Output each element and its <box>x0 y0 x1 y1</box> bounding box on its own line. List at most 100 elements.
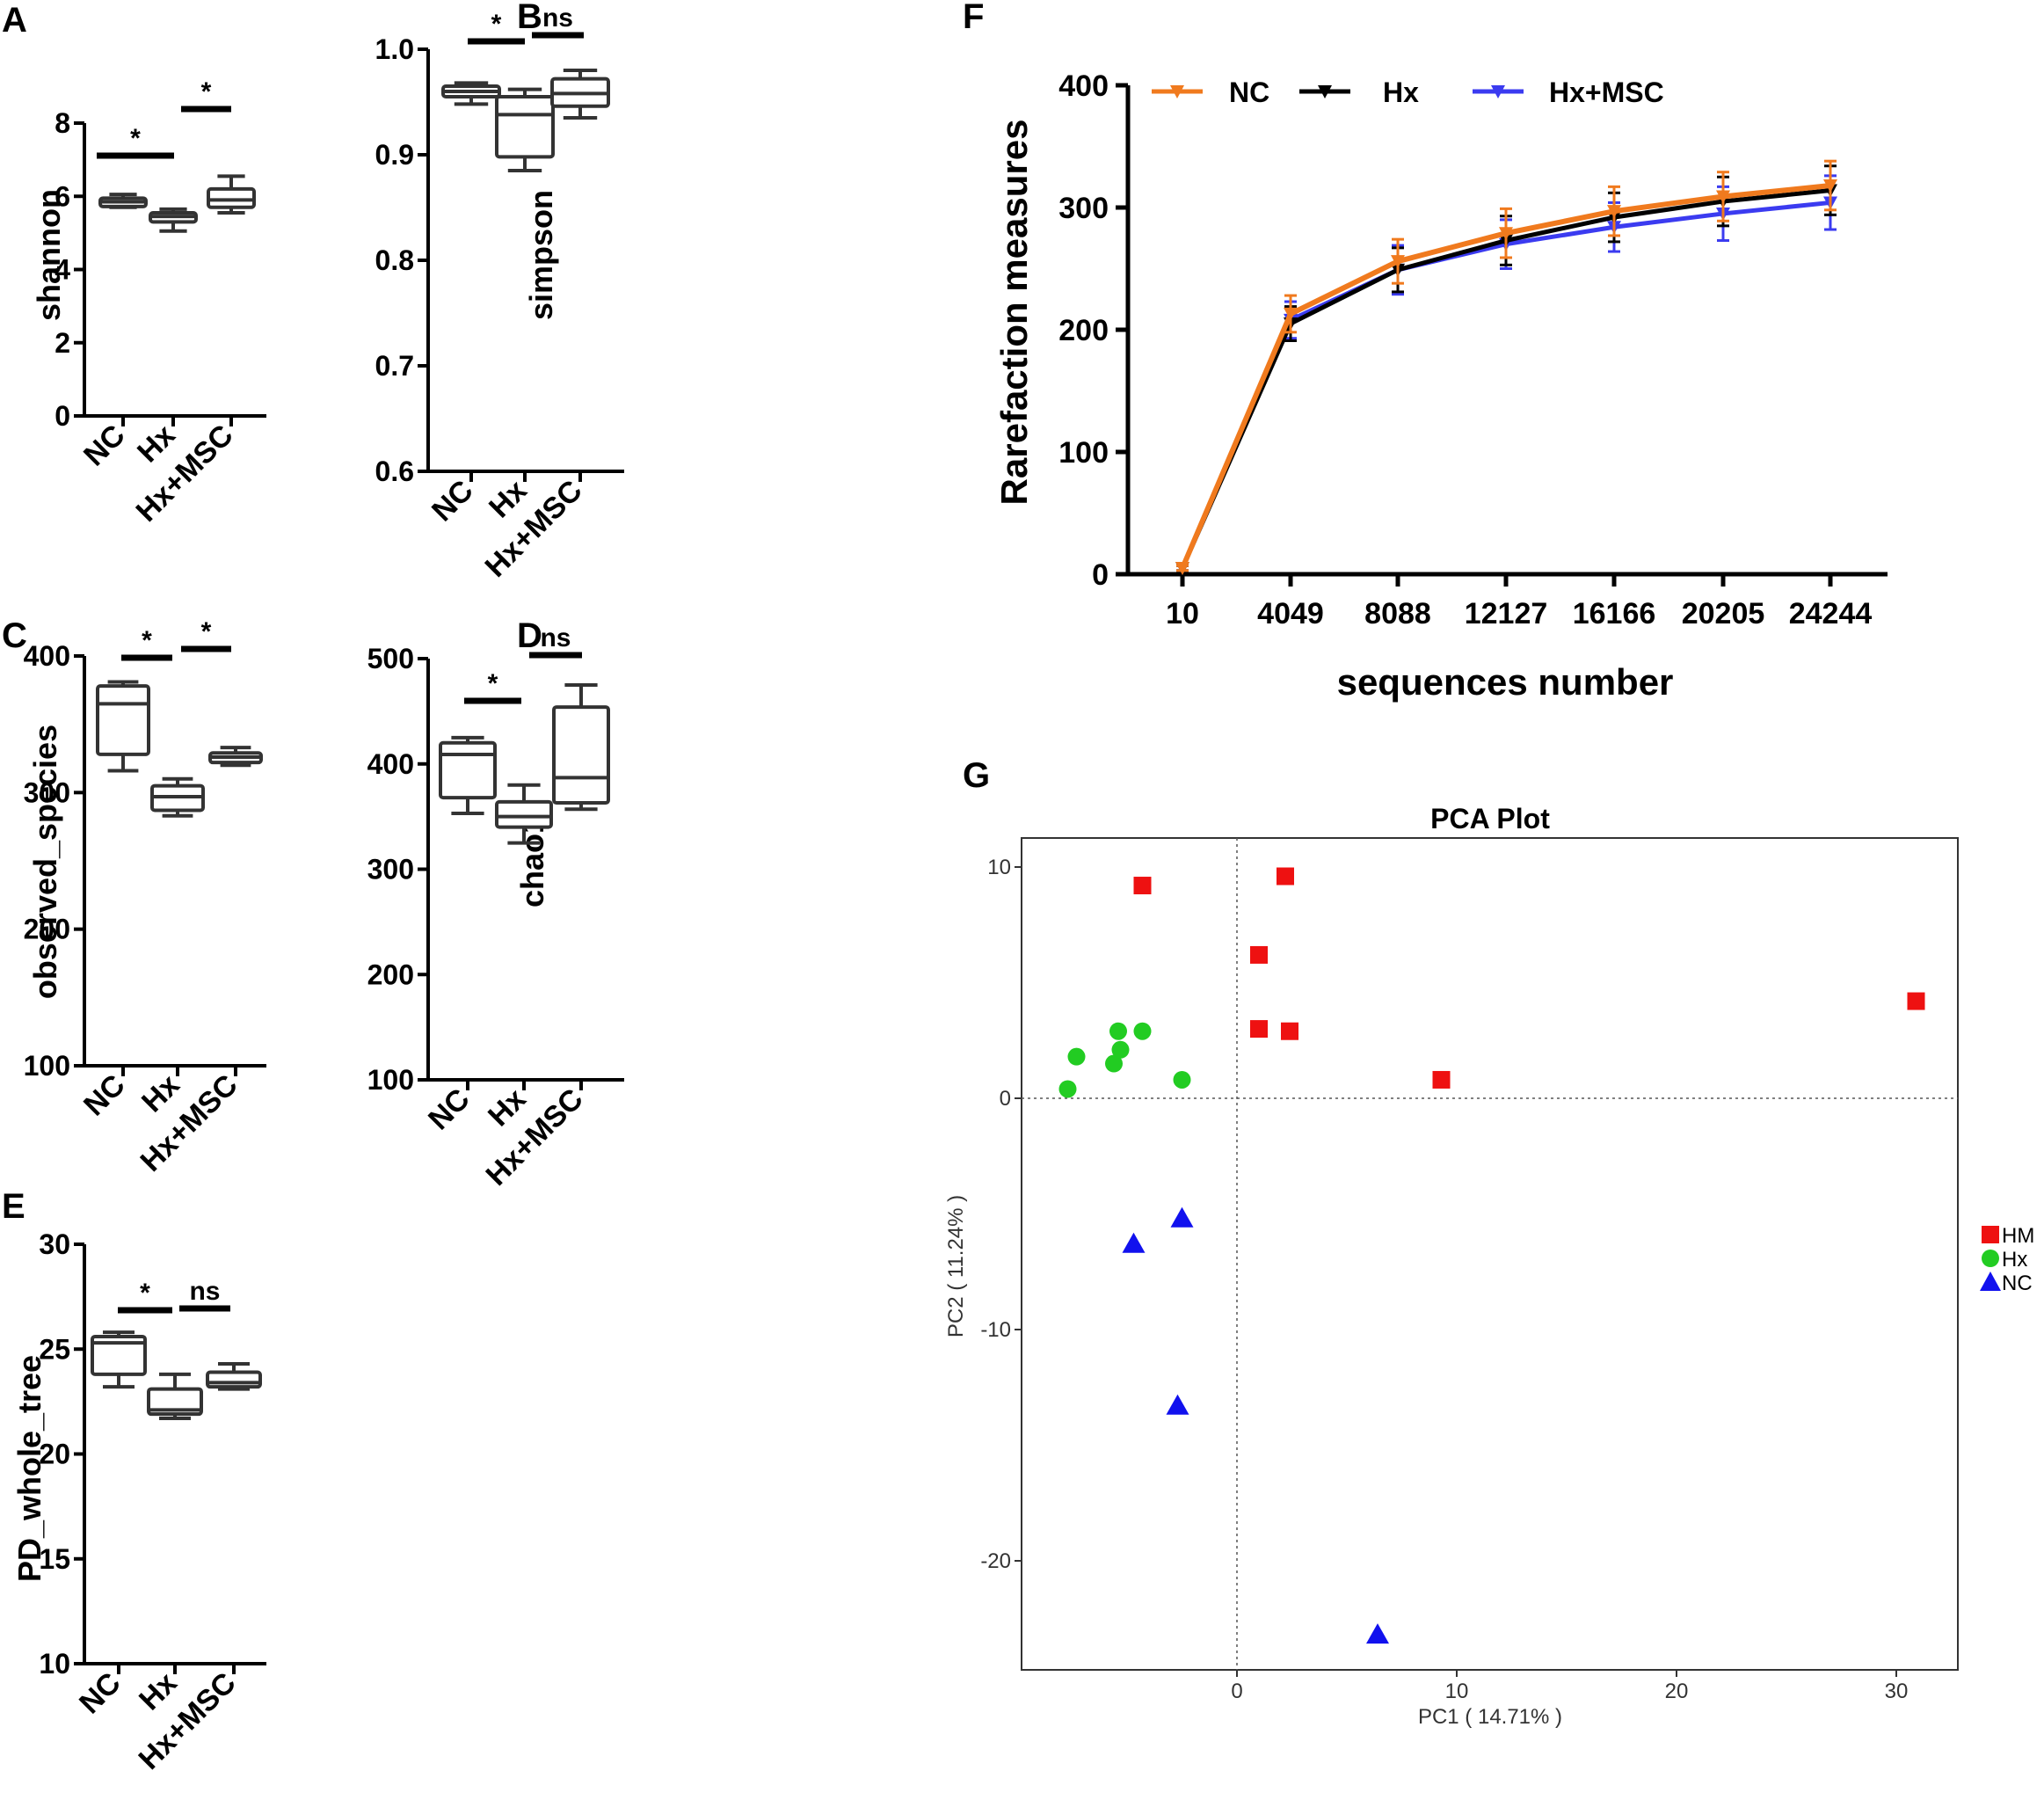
box-iqr <box>495 95 555 159</box>
legend-marker <box>1318 85 1332 98</box>
y-axis-label-f: Rarefaction measures <box>993 120 1035 506</box>
data-point <box>1823 179 1837 193</box>
legend-item-hm: HM <box>1982 1224 2034 1248</box>
y-tick-label: 2 <box>55 327 70 359</box>
box-c-2 <box>150 776 205 818</box>
y-tick-label: 500 <box>367 643 414 674</box>
legend-item-hx: Hx <box>1299 77 1419 108</box>
box-e-1 <box>91 1330 147 1389</box>
data-point <box>1499 227 1513 241</box>
box-e-3 <box>206 1361 262 1391</box>
data-point <box>1175 562 1189 576</box>
legend-item-hx: Hx <box>1982 1248 2027 1272</box>
data-point <box>1716 190 1730 204</box>
significance-label: * <box>488 669 498 698</box>
box-a-2 <box>149 207 198 233</box>
y-axis-label-b: simpson <box>523 190 559 320</box>
x-tick-label: 12127 <box>1465 597 1548 630</box>
y-tick-label: 0 <box>55 400 70 432</box>
data-point <box>1250 945 1268 964</box>
significance-label: ns <box>189 1277 220 1306</box>
x-tick-label: 10 <box>1445 1680 1469 1703</box>
legend-label: NC <box>2002 1272 2033 1295</box>
data-point <box>1173 1070 1191 1089</box>
y-axis-label-d: chao1 <box>514 816 550 907</box>
data-point <box>1277 867 1294 885</box>
box-d-1 <box>439 735 497 816</box>
panel-g: G PCA Plot PC1 ( 14.71% ) PC2 ( 11.24% )… <box>944 756 2034 1729</box>
data-point <box>1391 255 1405 269</box>
pca-title: PCA Plot <box>1430 803 1550 834</box>
data-point <box>1122 1232 1146 1253</box>
y-tick-label: 4 <box>55 254 70 286</box>
significance-label: * <box>201 77 212 106</box>
data-point <box>1058 1080 1077 1098</box>
line-chart-f: 0 100 200 300 400 10 4049 8088 12127 16166 20205 24… <box>1058 69 1888 630</box>
y-tick-label: 0 <box>1000 1087 1011 1111</box>
box-b-1 <box>441 81 501 106</box>
y-tick-label: 0.8 <box>375 244 414 276</box>
y-tick-label: 30 <box>39 1228 70 1260</box>
data-point <box>1281 1022 1298 1040</box>
panel-letter-d: D <box>517 616 542 655</box>
data-point <box>1166 1394 1189 1415</box>
legend-item-nc: NC <box>1152 77 1269 108</box>
legend-marker <box>1982 1226 1999 1243</box>
legend-marker <box>1170 85 1184 98</box>
significance-label: ns <box>540 623 571 652</box>
significance-label: ns <box>542 4 573 33</box>
y-tick-label: 6 <box>55 180 70 212</box>
data-point <box>1907 992 1925 1010</box>
y-tick-label: -20 <box>980 1549 1011 1573</box>
legend-item-hx-msc: Hx+MSC <box>1473 77 1664 108</box>
y-tick-label: 0 <box>1092 558 1109 592</box>
category-label: NC <box>426 474 480 528</box>
panel-letter-f: F <box>963 0 984 36</box>
series-hx <box>1058 1022 1191 1098</box>
x-tick-label: 16166 <box>1573 597 1656 630</box>
y-tick-label: 20 <box>39 1439 70 1470</box>
y-tick-label: 200 <box>367 958 414 990</box>
box-iqr <box>439 740 497 800</box>
box-iqr <box>495 799 553 829</box>
box-iqr <box>552 705 610 805</box>
y-tick-label: 200 <box>1058 314 1109 347</box>
y-tick-label: -10 <box>980 1318 1011 1342</box>
x-axis-label-g: PC1 ( 14.71% ) <box>1418 1705 1562 1729</box>
y-axis-label-g: PC2 ( 11.24% ) <box>944 1195 968 1337</box>
series-nc <box>1122 1206 1389 1644</box>
y-tick-label: 1.0 <box>375 33 414 65</box>
box-b-2 <box>495 87 555 172</box>
data-point <box>1366 1623 1389 1644</box>
box-c-3 <box>208 746 263 768</box>
legend-label: Hx <box>1383 77 1419 108</box>
box-a-3 <box>207 174 256 215</box>
y-tick-label: 0.7 <box>375 350 414 382</box>
data-point <box>1133 1022 1152 1040</box>
y-tick-label: 100 <box>24 1050 70 1082</box>
plot-frame <box>1021 837 1959 1671</box>
box-iqr <box>91 1334 147 1376</box>
x-axis-label-f: sequences number <box>1337 661 1674 703</box>
panel-f: F Rarefaction measures sequences number … <box>963 0 1888 703</box>
panel-letter-c: C <box>2 616 27 655</box>
y-tick-label: 100 <box>367 1064 414 1096</box>
y-axis-label-c: observed_species <box>27 725 63 999</box>
box-d-2 <box>495 783 553 845</box>
y-tick-label: 300 <box>367 854 414 885</box>
x-tick-label: 10 <box>1166 597 1199 630</box>
legend-label: Hx+MSC <box>1549 77 1664 108</box>
significance-label: * <box>130 124 141 153</box>
box-e-2 <box>147 1372 203 1420</box>
data-point <box>1432 1070 1451 1089</box>
significance-label: * <box>491 10 502 39</box>
x-tick-label: 30 <box>1885 1680 1909 1703</box>
